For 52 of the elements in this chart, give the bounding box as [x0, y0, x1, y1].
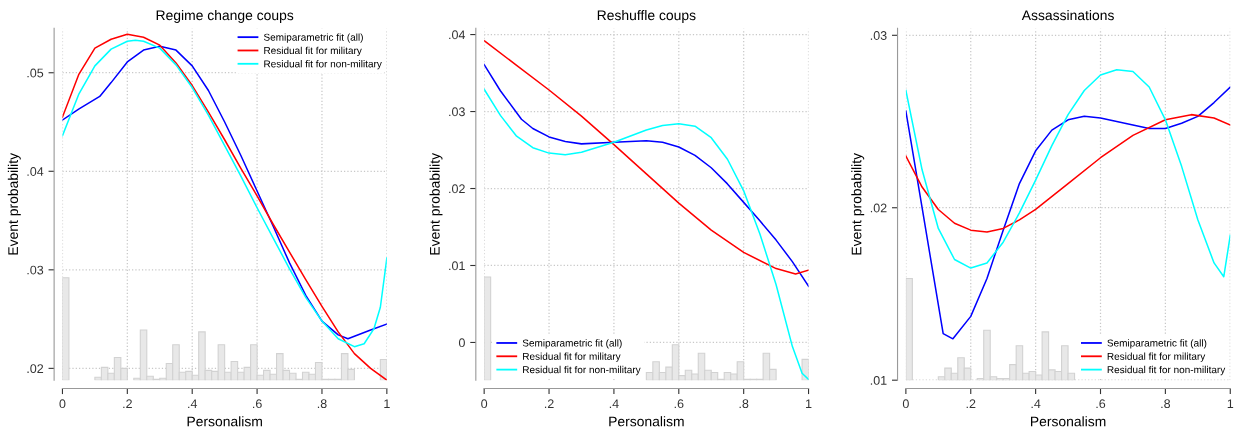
x-axis-title: Personalism	[609, 416, 684, 427]
y-tick-label: .02	[27, 364, 44, 374]
y-tick-label: .03	[449, 107, 465, 117]
y-axis-title: Event probability	[429, 152, 443, 255]
y-tick-label: .04	[27, 167, 44, 176]
y-tick-label: .04	[449, 30, 466, 40]
x-tick-label: 1	[1227, 399, 1234, 408]
y-tick-label: .03	[27, 265, 44, 275]
x-tick-label: .2	[966, 399, 976, 408]
chart-title: Regime change coups	[156, 10, 294, 23]
x-tick-label: .6	[674, 399, 684, 409]
x-tick-label: .4	[188, 399, 198, 408]
line-series	[905, 113, 1231, 233]
x-tick-label: .4	[1031, 399, 1041, 408]
x-axis-title: Personalism	[1031, 416, 1106, 427]
legend-label: Residual fit for military	[523, 352, 621, 362]
x-tick-label: .4	[609, 399, 619, 408]
x-tick-label: 1	[384, 399, 390, 408]
line-series	[484, 88, 809, 381]
y-tick-label: .01	[449, 261, 465, 271]
y-axis-title: Event probability	[7, 152, 21, 255]
legend-label: Residual fit for non-military	[523, 365, 641, 376]
legend-label: Residual fit for military	[264, 46, 362, 57]
legend-label: Residual fit for non-military	[264, 60, 382, 70]
legend-label: Semiparametric fit (all)	[1107, 339, 1207, 349]
x-tick-label: .6	[253, 399, 262, 409]
y-tick-label: .02	[449, 184, 465, 194]
chart-title: Reshuffle coups	[597, 10, 696, 23]
x-tick-label: .2	[123, 399, 132, 408]
legend-label: Residual fit for non-military	[1107, 365, 1226, 376]
legend-label: Semiparametric fit (all)	[263, 33, 363, 43]
x-tick-label: .8	[1161, 399, 1171, 409]
y-tick-label: 0	[458, 338, 465, 348]
x-tick-label: 0	[59, 399, 66, 409]
y-axis-title: Event probability	[851, 152, 865, 255]
chart-title: Assassinations	[1021, 10, 1114, 21]
x-axis-title: Personalism	[187, 416, 262, 427]
y-tick-label: .02	[870, 203, 887, 213]
x-tick-label: 0	[481, 399, 488, 409]
y-tick-label: .05	[27, 68, 44, 78]
x-tick-label: 0	[902, 399, 909, 409]
legend-label: Semiparametric fit (all)	[522, 339, 622, 349]
x-tick-label: 1	[806, 399, 812, 408]
x-tick-label: .8	[739, 399, 749, 409]
y-tick-label: .03	[870, 31, 887, 40]
x-tick-label: .2	[544, 399, 554, 408]
x-tick-label: .6	[1096, 399, 1106, 409]
line-series	[905, 86, 1231, 340]
legend-label: Residual fit for military	[1107, 352, 1206, 362]
x-tick-label: .8	[317, 399, 327, 409]
y-tick-label: .01	[870, 375, 887, 385]
line-series	[905, 69, 1231, 278]
